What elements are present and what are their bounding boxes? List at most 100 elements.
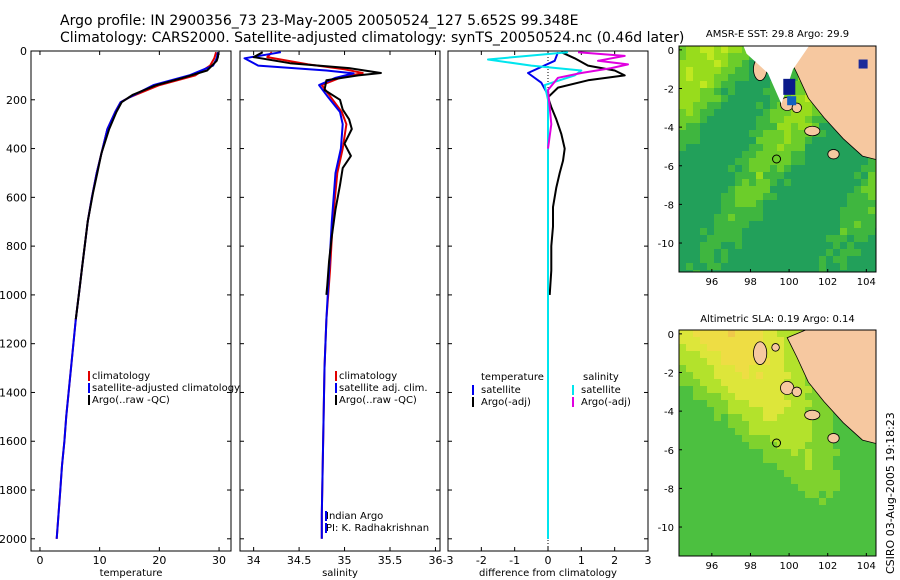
map-cell xyxy=(868,228,875,235)
map-cell xyxy=(686,491,693,498)
map-cell xyxy=(777,186,784,193)
map-cell xyxy=(707,435,714,442)
map-cell xyxy=(826,144,833,151)
map-cell xyxy=(721,207,728,214)
map-cell xyxy=(763,263,770,270)
depth-tick-label: 600 xyxy=(6,191,27,204)
figure-title-line-2: Climatology: CARS2000. Satellite-adjuste… xyxy=(60,30,685,46)
map-cell xyxy=(784,137,791,144)
map-cell xyxy=(728,372,735,379)
map-cell xyxy=(728,200,735,207)
map-cell xyxy=(826,193,833,200)
map-cell xyxy=(679,554,686,556)
map-cell xyxy=(749,463,756,470)
map-cell xyxy=(826,533,833,540)
map-cell xyxy=(735,540,742,547)
depth-tick-label: 0 xyxy=(20,45,27,58)
map-cell xyxy=(784,344,791,351)
map-cell xyxy=(819,144,826,151)
map-cell xyxy=(742,67,749,74)
map-cell xyxy=(784,512,791,519)
map-cell xyxy=(679,547,686,554)
map-cell xyxy=(826,172,833,179)
map-cell xyxy=(735,337,742,344)
map-cell xyxy=(686,270,693,272)
map-cell xyxy=(833,207,840,214)
map-cell xyxy=(679,379,686,386)
map-cell xyxy=(833,540,840,547)
map-cell xyxy=(770,400,777,407)
map-cell xyxy=(819,151,826,158)
map-cell xyxy=(770,207,777,214)
map-cell xyxy=(854,470,861,477)
map-cell xyxy=(686,428,693,435)
sla_map-xtick-label: 100 xyxy=(780,561,799,572)
map-cell xyxy=(770,214,777,221)
sla_map-field xyxy=(679,330,876,556)
sla_map-island xyxy=(791,386,802,397)
map-cell xyxy=(798,407,805,414)
map-cell xyxy=(861,193,868,200)
map-cell xyxy=(707,74,714,81)
map-cell xyxy=(833,442,840,449)
map-cell xyxy=(854,512,861,519)
map-cell xyxy=(791,505,798,512)
map-cell xyxy=(693,393,700,400)
map-cell xyxy=(826,414,833,421)
map-cell xyxy=(833,414,840,421)
map-cell xyxy=(791,249,798,256)
annotation-text: Indian Argo xyxy=(326,511,383,522)
map-cell xyxy=(686,67,693,74)
map-cell xyxy=(742,116,749,123)
map-cell xyxy=(707,151,714,158)
map-cell xyxy=(798,165,805,172)
sst_map-argo-position-marker xyxy=(772,154,782,164)
map-cell xyxy=(707,344,714,351)
map-cell xyxy=(735,526,742,533)
map-cell xyxy=(700,137,707,144)
map-cell xyxy=(707,263,714,270)
map-cell xyxy=(826,421,833,428)
map-cell xyxy=(742,179,749,186)
map-cell xyxy=(798,442,805,449)
map-cell xyxy=(693,400,700,407)
map-cell xyxy=(693,81,700,88)
map-cell xyxy=(791,200,798,207)
map-cell xyxy=(686,533,693,540)
map-cell xyxy=(777,540,784,547)
map-cell xyxy=(798,88,805,95)
map-cell xyxy=(756,186,763,193)
map-cell xyxy=(833,214,840,221)
map-cell xyxy=(714,358,721,365)
map-cell xyxy=(749,372,756,379)
map-cell xyxy=(854,526,861,533)
map-cell xyxy=(756,554,763,556)
map-cell xyxy=(728,102,735,109)
map-cell xyxy=(770,102,777,109)
map-cell xyxy=(693,165,700,172)
map-cell xyxy=(693,74,700,81)
map-cell xyxy=(812,456,819,463)
map-cell xyxy=(784,442,791,449)
map-cell xyxy=(812,393,819,400)
depth-tick-label: 800 xyxy=(6,240,27,253)
map-cell xyxy=(819,130,826,137)
map-cell xyxy=(749,109,756,116)
map-cell xyxy=(714,221,721,228)
map-cell xyxy=(791,372,798,379)
map-cell xyxy=(861,456,868,463)
map-cell xyxy=(721,249,728,256)
map-cell xyxy=(763,491,770,498)
map-cell xyxy=(840,235,847,242)
map-cell xyxy=(770,519,777,526)
map-cell xyxy=(679,330,686,337)
map-cell xyxy=(798,449,805,456)
map-cell xyxy=(784,421,791,428)
map-cell xyxy=(700,372,707,379)
map-cell xyxy=(728,365,735,372)
map-cell xyxy=(777,228,784,235)
map-cell xyxy=(728,547,735,554)
map-cell xyxy=(742,270,749,272)
map-cell xyxy=(742,172,749,179)
map-cell xyxy=(756,470,763,477)
